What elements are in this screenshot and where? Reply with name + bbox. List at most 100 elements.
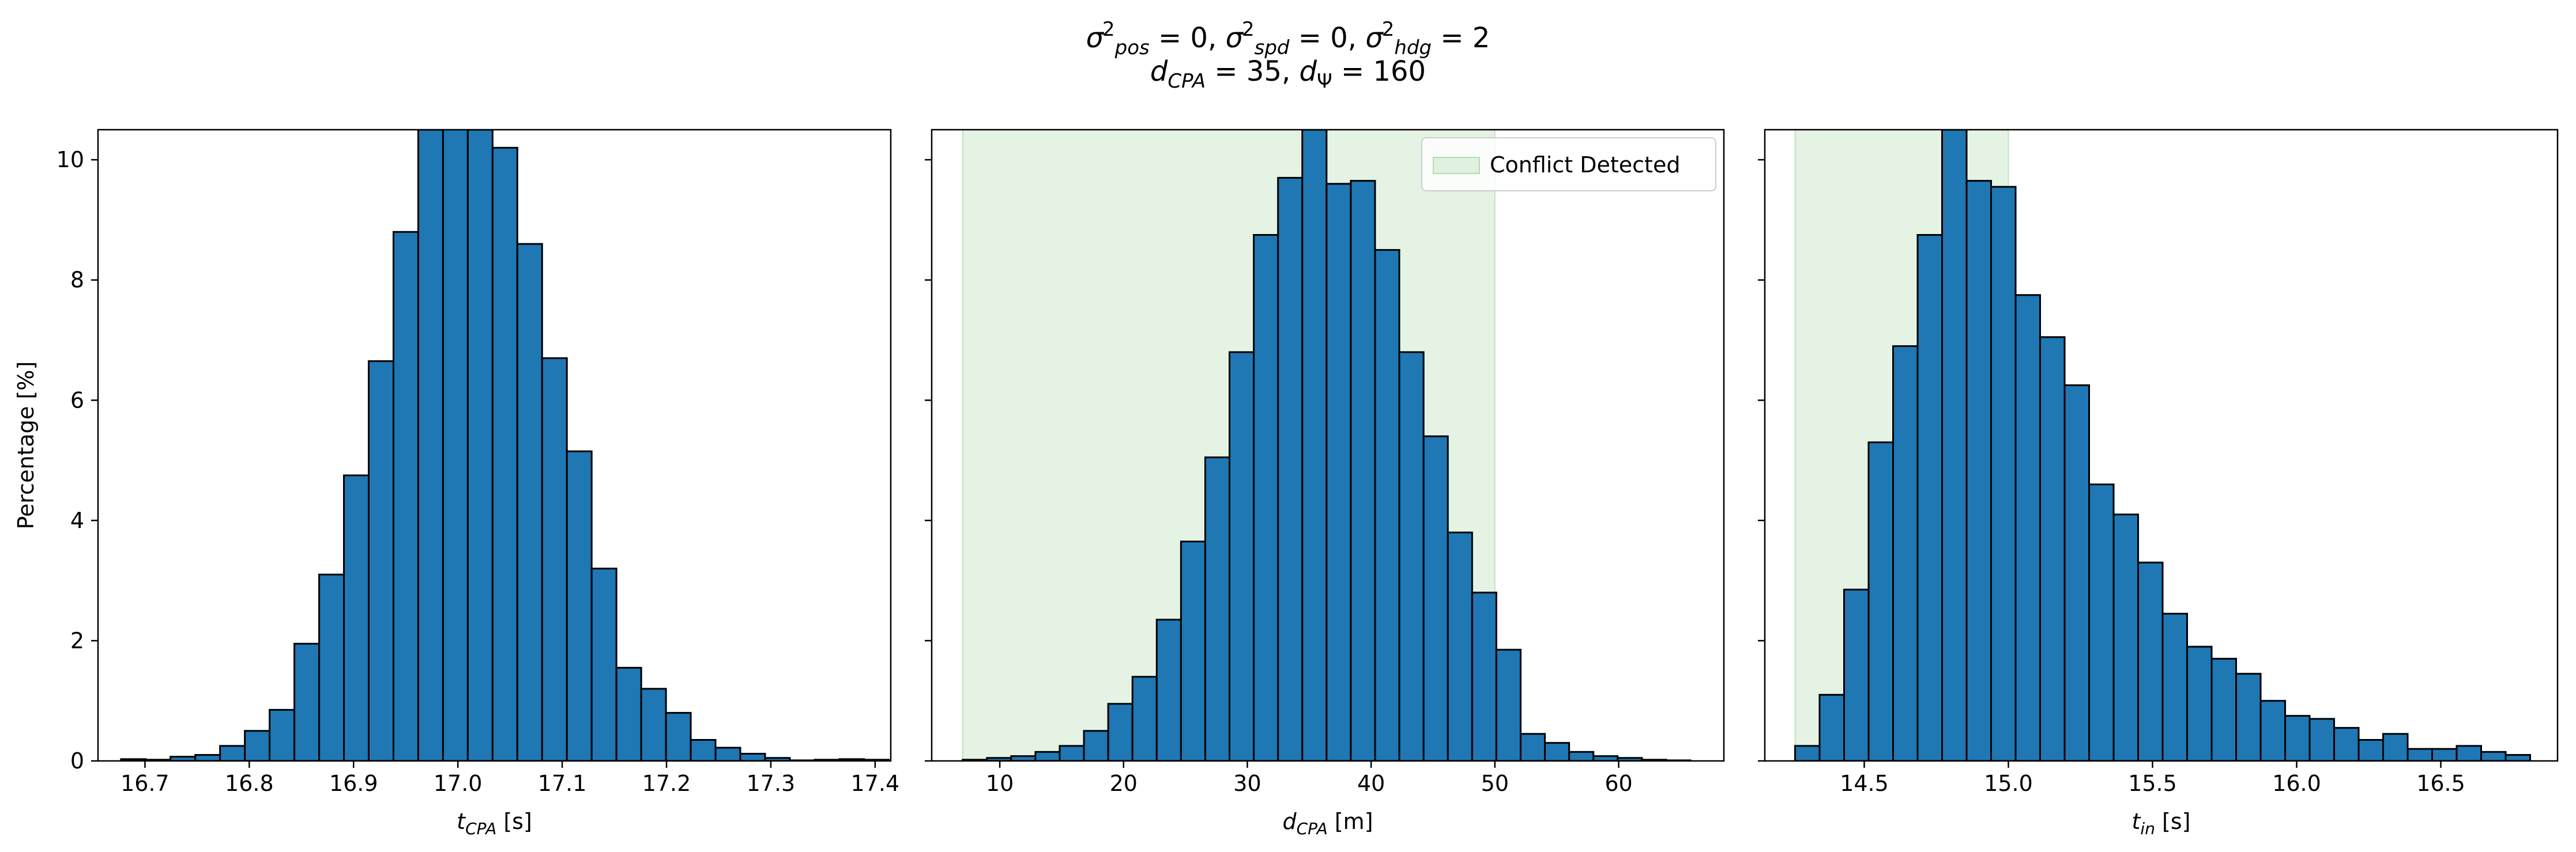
panel-left-ylabel: Percentage [%]	[13, 361, 39, 530]
panel-left-bar	[219, 745, 246, 761]
panel-left-xtick-label: 17.4	[851, 771, 900, 796]
panel-middle-xlabel: dCPA [m]	[1282, 809, 1373, 838]
panel-left-bar	[714, 747, 741, 761]
panel-right-xlabel: tin [s]	[2132, 809, 2191, 838]
title-var-hdg: σ2hdg	[1365, 18, 1432, 59]
panel-right-bar	[1843, 589, 1870, 761]
panel-middle-xtick-label: 10	[986, 771, 1014, 796]
panel-right-bar	[2161, 613, 2188, 761]
panel-left-xtick-label: 17.1	[538, 771, 587, 796]
panel-middle-bar	[1568, 751, 1595, 761]
panel-middle-bar	[1277, 176, 1304, 761]
panel-middle-bar	[1544, 742, 1571, 761]
panel-right-bar	[1941, 130, 1968, 761]
panel-left-bar	[665, 712, 692, 761]
panel-middle-bar	[1010, 755, 1037, 761]
panel-middle-bar	[1422, 435, 1449, 761]
panel-right-bar	[2088, 483, 2115, 761]
panel-middle-bar	[1301, 130, 1328, 761]
panel-right-bar	[1794, 745, 1821, 761]
panel-left-ytick-label: 10	[57, 147, 84, 172]
panel-right-bar	[1867, 441, 1894, 761]
legend-box	[1421, 137, 1716, 191]
panel-left-bar	[640, 688, 667, 761]
panel-middle-bar	[1229, 351, 1255, 761]
panel-left-xtick-label: 17.2	[642, 771, 691, 796]
panel-right-bar	[1892, 345, 1919, 761]
panel-left-bar	[318, 574, 345, 761]
panel-right-bar	[2480, 751, 2507, 761]
panel-left-bar	[244, 730, 271, 761]
panel-left-bar	[590, 567, 617, 761]
panel-right-bar	[1965, 180, 1992, 761]
panel-middle-xtick-label: 20	[1110, 771, 1138, 796]
panel-middle-bar	[1107, 703, 1133, 761]
panel-left-bar	[764, 757, 791, 761]
panel-middle-bar	[1374, 249, 1400, 761]
panel-right-bar	[2308, 718, 2335, 761]
panel-middle-bar	[1180, 540, 1206, 761]
figure-title-line1: σ2pos = 0, σ2spd = 0, σ2hdg = 2	[1086, 18, 1490, 59]
panel-right-bar	[2186, 646, 2213, 761]
panel-right-bar	[2505, 754, 2531, 761]
panel-right-xtick-label: 14.5	[1840, 771, 1889, 796]
panel-right-bar	[2382, 733, 2409, 761]
panel-left-bar	[269, 708, 296, 761]
panel-right-frame	[1764, 129, 2559, 762]
panel-left-bar	[615, 666, 642, 761]
panel-middle-bar	[1083, 730, 1109, 761]
panel-left-bar	[516, 243, 543, 761]
panel-middle-xtick-label: 50	[1481, 771, 1509, 796]
panel-left-ytick-label: 2	[70, 628, 84, 653]
panel-middle-frame	[931, 129, 1725, 762]
panel-right-bar	[1818, 693, 1845, 761]
panel-right-bar	[2357, 739, 2384, 761]
panel-left-xtick-label: 16.7	[120, 771, 170, 796]
panel-left-bar	[392, 231, 419, 761]
panel-left-xtick-label: 16.9	[329, 771, 378, 796]
panel-left-ytick-label: 0	[70, 748, 84, 774]
panel-middle-bar	[1350, 180, 1376, 761]
panel-middle-xtick-label: 60	[1605, 771, 1632, 796]
panel-middle-bar	[1471, 591, 1497, 761]
panel-left-ytick-label: 4	[70, 508, 84, 533]
panel-right-bar	[2456, 745, 2482, 761]
panel-right-xtick-label: 15.0	[1984, 771, 2033, 796]
panel-right-bar	[2014, 294, 2041, 761]
panel-left-ytick-label: 8	[70, 267, 84, 293]
panel-right-xtick-label: 15.5	[2128, 771, 2177, 796]
panel-right-xtick-label: 16.5	[2416, 771, 2465, 796]
panel-middle-xtick-label: 30	[1233, 771, 1261, 796]
panel-left-bar	[491, 146, 518, 761]
panel-left-xtick-label: 17.0	[434, 771, 483, 796]
panel-right-bar	[1990, 186, 2017, 761]
panel-right-bar	[2235, 673, 2262, 761]
panel-right-bar	[2137, 561, 2164, 761]
panel-left-ytick-label: 6	[70, 387, 84, 413]
panel-left-bar	[293, 643, 321, 761]
legend-label: Conflict Detected	[1490, 152, 1680, 178]
panel-middle-xtick-label: 40	[1357, 771, 1385, 796]
panel-left-frame	[97, 129, 892, 762]
panel-middle-bar	[1325, 183, 1352, 761]
panel-middle-bar	[1495, 649, 1522, 761]
panel-middle-bar	[1204, 456, 1231, 761]
title-var-spd: σ2spd	[1225, 18, 1290, 59]
panel-middle-bar	[1131, 676, 1158, 761]
panel-left-bar	[739, 752, 766, 761]
panel-right-bar	[2039, 336, 2066, 761]
panel-left-xtick-label: 16.8	[225, 771, 274, 796]
panel-middle-bar	[1592, 755, 1619, 761]
panel-left-bar	[442, 130, 469, 761]
panel-middle-bar	[1059, 745, 1085, 761]
panel-right-bar	[2284, 715, 2311, 761]
title-var-pos: σ2pos	[1086, 18, 1150, 59]
panel-middle-bar	[1253, 234, 1279, 761]
panel-right-bar	[2406, 748, 2433, 761]
panel-left-bar	[194, 754, 221, 761]
panel-right-xtick-label: 16.0	[2272, 771, 2321, 796]
figure-title-line2: dCPA = 35, dΨ = 160	[1150, 55, 1426, 93]
panel-left-bar	[343, 474, 370, 761]
panel-right-bar	[2431, 748, 2458, 761]
